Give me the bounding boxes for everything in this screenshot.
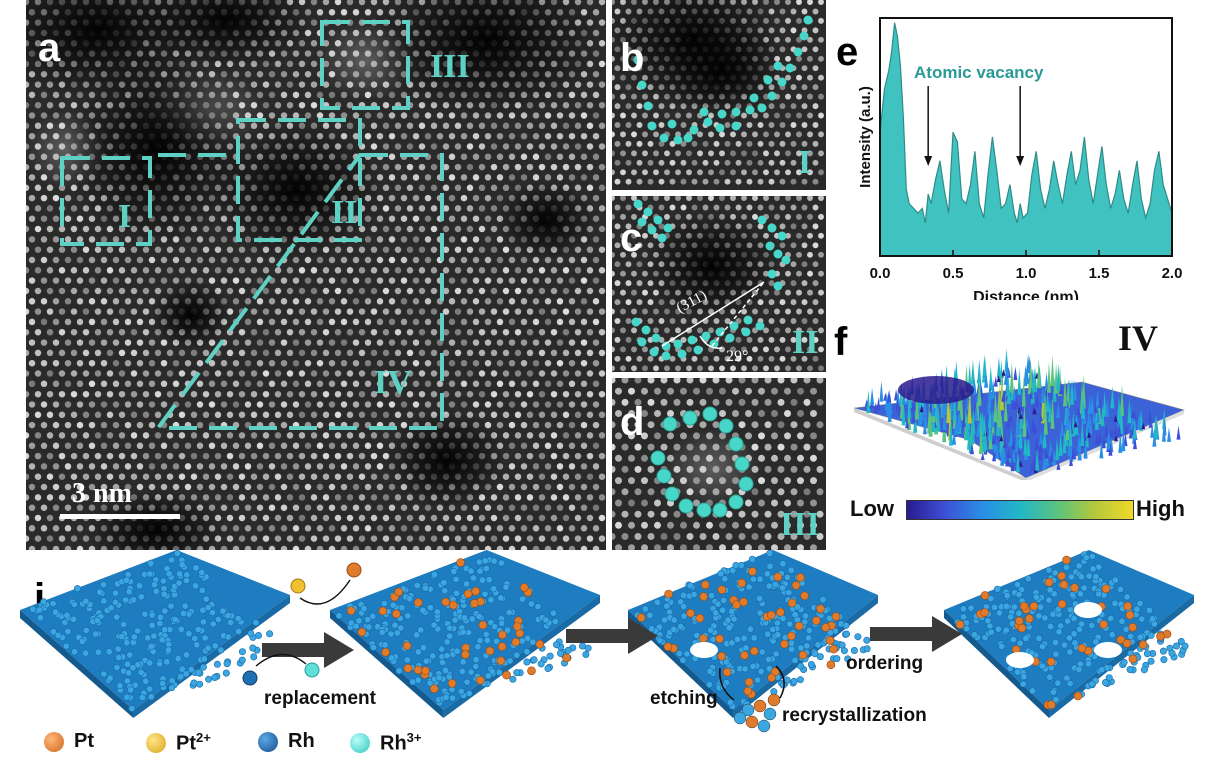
region-label-iv: IV bbox=[374, 364, 412, 401]
pt-ion-icon bbox=[146, 732, 166, 753]
replacement-label: replacement bbox=[264, 688, 376, 709]
colorbar bbox=[906, 500, 1134, 520]
rh-ion-atom bbox=[304, 662, 320, 678]
panel-b-label: b bbox=[620, 36, 645, 80]
legend-pt-label: Pt bbox=[74, 730, 94, 752]
y-axis-label: Intensity (a.u.) bbox=[857, 86, 874, 188]
atom-markers-b bbox=[633, 15, 813, 145]
region-label-i: I bbox=[118, 198, 132, 235]
ordering-label: ordering bbox=[846, 653, 924, 674]
panel-c-label: c bbox=[620, 216, 643, 260]
rh-atom bbox=[242, 670, 258, 686]
x-axis-label: Distance (nm) bbox=[973, 289, 1079, 300]
slab-replaced bbox=[330, 550, 600, 718]
panel-d-label: d bbox=[620, 400, 645, 444]
legend-pt2: Pt2+ bbox=[146, 730, 211, 756]
stem-image-a bbox=[26, 0, 606, 550]
etching-label: etching bbox=[650, 688, 718, 709]
legend-rh: Rh bbox=[258, 730, 315, 753]
pt-atom-icon bbox=[44, 731, 64, 752]
x-tick-label: 1.5 bbox=[1089, 265, 1110, 282]
x-tick-label: 0.0 bbox=[870, 265, 891, 282]
panel-b: b I bbox=[612, 0, 826, 190]
stem-image-d bbox=[612, 378, 826, 550]
panel-d-region: III bbox=[780, 506, 820, 543]
recrystallization-label: recrystallization bbox=[782, 705, 927, 726]
stem-image-b bbox=[612, 0, 826, 190]
angle-label: 29° bbox=[726, 348, 749, 365]
legend-rh3-label: Rh3+ bbox=[380, 730, 422, 755]
legend-pt: Pt bbox=[44, 730, 94, 753]
panel-d: d III bbox=[612, 378, 826, 550]
intensity-profile-chart: 0.0 0.5 1.0 1.5 2.0 Distance (nm) Intensity (a… bbox=[857, 17, 1182, 300]
pt-atom bbox=[346, 562, 362, 578]
stem-image-c bbox=[612, 196, 826, 372]
vacancy-annotation: Atomic vacancy bbox=[914, 63, 1044, 82]
recrystallized-cluster bbox=[733, 693, 781, 733]
slab-ordered bbox=[944, 550, 1194, 718]
process-arrows bbox=[262, 616, 962, 668]
atom-markers-d bbox=[650, 406, 754, 518]
region-label-ii: II bbox=[331, 194, 358, 231]
legend-rh-label: Rh bbox=[288, 730, 315, 752]
colorbar-low-label: Low bbox=[850, 496, 894, 521]
panel-a: a III I II IV 3 nm bbox=[26, 0, 606, 550]
legend-pt2-label: Pt2+ bbox=[176, 730, 211, 755]
x-tick-label: 0.5 bbox=[943, 265, 964, 282]
panel-j-label: j bbox=[34, 576, 46, 620]
region-boxes bbox=[60, 20, 444, 430]
panel-f-label: f bbox=[834, 320, 848, 364]
slab-initial bbox=[20, 550, 290, 718]
surface-plot-3d bbox=[853, 348, 1185, 480]
region-label-iii: III bbox=[430, 48, 470, 85]
panel-a-label: a bbox=[38, 26, 61, 70]
slab-etched bbox=[628, 550, 878, 718]
panel-f-region: IV bbox=[1118, 318, 1159, 358]
pt-ion-atom bbox=[290, 578, 306, 594]
x-tick-label: 2.0 bbox=[1162, 265, 1182, 282]
intensity-area bbox=[879, 22, 1173, 257]
rh-ion-icon bbox=[350, 732, 370, 753]
panel-c-region: II bbox=[792, 324, 819, 361]
panel-b-region: I bbox=[798, 144, 812, 181]
x-tick-label: 1.0 bbox=[1016, 265, 1037, 282]
panel-c: c II (311) 29° bbox=[612, 196, 826, 372]
panel-e-label: e bbox=[836, 30, 859, 74]
process-schematic bbox=[20, 550, 1194, 733]
colorbar-high-label: High bbox=[1136, 496, 1185, 521]
rh-atom-icon bbox=[258, 731, 278, 752]
legend-rh3: Rh3+ bbox=[350, 730, 422, 756]
scale-bar-label: 3 nm bbox=[72, 478, 132, 509]
scale-bar bbox=[60, 514, 180, 519]
